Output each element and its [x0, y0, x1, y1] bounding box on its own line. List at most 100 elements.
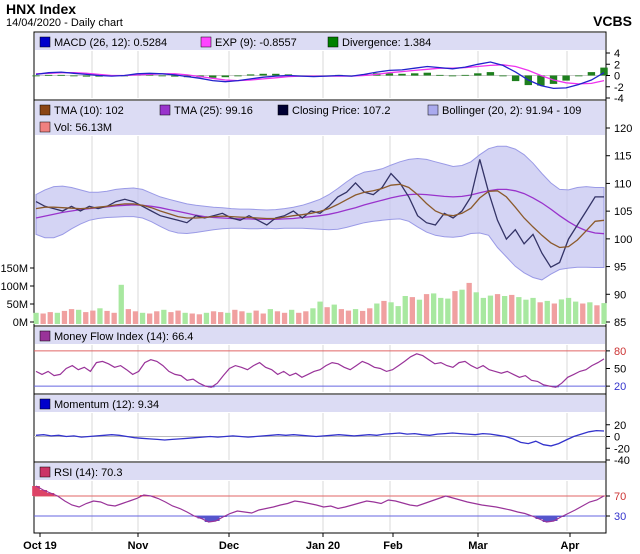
legend-swatch [39, 398, 51, 410]
divergence-bar [209, 75, 217, 78]
volume-bar [54, 312, 60, 324]
divergence-bar [272, 73, 280, 76]
y-tick-label: -40 [614, 455, 630, 467]
divergence-bar [234, 75, 242, 77]
legend-swatch [277, 104, 289, 116]
y-tick-label: 90 [614, 289, 626, 301]
volume-bar [544, 300, 550, 324]
volume-bar [203, 312, 210, 324]
oversold-fill [535, 516, 544, 519]
y-tick-label: 120 [614, 123, 632, 135]
volume-bar [523, 299, 529, 324]
legend-bar [35, 463, 605, 480]
volume-bar [154, 311, 160, 324]
vol-tick-label: 50M [7, 299, 28, 311]
volume-bar [175, 310, 181, 324]
brand-label: VCBS [593, 13, 632, 29]
divergence-bar [461, 74, 469, 76]
divergence-bar [82, 75, 91, 77]
volume-bar [502, 296, 508, 324]
volume-bar [182, 312, 188, 324]
volume-bar [147, 313, 153, 324]
x-tick-label: Dec [219, 540, 239, 552]
volume-bar [360, 310, 366, 324]
volume-bar [473, 292, 479, 324]
volume-bar [466, 282, 472, 324]
volume-bar [210, 311, 217, 324]
volume-bar [395, 306, 401, 324]
y-tick-label: 50 [614, 364, 626, 376]
oversold-fill [542, 516, 551, 522]
legend-bar [35, 395, 605, 412]
divergence-bar [537, 75, 545, 86]
divergence-bar [221, 75, 229, 78]
legend-swatch [200, 36, 212, 48]
divergence-bar [398, 73, 406, 76]
legend-bar [35, 33, 605, 50]
y-tick-label: -20 [614, 443, 630, 455]
volume-bar [47, 312, 53, 324]
volume-bar [104, 310, 110, 324]
divergence-bar [448, 75, 457, 77]
volume-bar [345, 310, 352, 324]
volume-bar [331, 304, 337, 324]
divergence-bar [158, 75, 166, 77]
divergence-bar [575, 75, 583, 77]
volume-bar [267, 309, 273, 324]
volume-bar [367, 308, 373, 324]
divergence-bar [57, 74, 65, 76]
divergence-bar [32, 75, 40, 77]
volume-bar [558, 299, 565, 324]
volume-bar [196, 314, 202, 324]
divergence-bar [423, 72, 431, 76]
y-tick-label: 115 [614, 151, 632, 163]
volume-bar [310, 308, 316, 324]
volume-bar [139, 312, 146, 324]
legend-swatch [427, 104, 439, 116]
volume-bar [580, 303, 586, 324]
volume-bar [90, 310, 96, 324]
closing-price-line [35, 188, 605, 235]
overbought-fill [39, 490, 48, 496]
legend-label: TMA (10): 102 [54, 105, 124, 117]
legend-label: RSI (14): 70.3 [54, 467, 122, 479]
divergence-bar [587, 72, 596, 76]
divergence-bar [600, 67, 608, 76]
volume-bar [274, 311, 281, 324]
volume-bar [281, 312, 288, 324]
x-tick-label: Nov [128, 540, 150, 552]
volume-bar [352, 309, 359, 324]
x-tick-label: Mar [468, 540, 488, 552]
oversold-fill [549, 516, 558, 521]
volume-bar [68, 309, 75, 324]
volume-bar [324, 307, 330, 324]
y-tick-label: 0 [614, 71, 620, 83]
volume-bar [189, 313, 195, 324]
volume-bar [83, 312, 89, 324]
y-tick-label: 4 [614, 48, 620, 60]
legend-label: TMA (25): 99.16 [174, 105, 253, 117]
oversold-fill [197, 516, 206, 519]
volume-bar [445, 298, 451, 324]
legend-swatch [39, 104, 51, 116]
legend-label: Bollinger (20, 2): 91.94 - 109 [442, 105, 581, 117]
volume-bar [338, 309, 344, 324]
vol-tick-label: 0M [13, 317, 28, 329]
legend-bar [35, 101, 605, 135]
volume-bar [565, 297, 572, 324]
volume-bar [260, 313, 266, 324]
divergence-bar [171, 75, 179, 77]
volume-bar [516, 297, 522, 324]
volume-bar [573, 301, 579, 324]
divergence-bar [70, 75, 78, 77]
volume-bar [97, 308, 103, 324]
divergence-bar [385, 73, 394, 76]
y-tick-label: 0 [614, 432, 620, 444]
macd-line [35, 61, 605, 90]
divergence-bar [486, 72, 495, 76]
y-tick-label: 20 [614, 420, 626, 432]
legend-bar [35, 327, 605, 344]
volume-bar [132, 311, 139, 324]
volume-bar [296, 312, 302, 324]
y-tick-label: 100 [614, 234, 632, 246]
